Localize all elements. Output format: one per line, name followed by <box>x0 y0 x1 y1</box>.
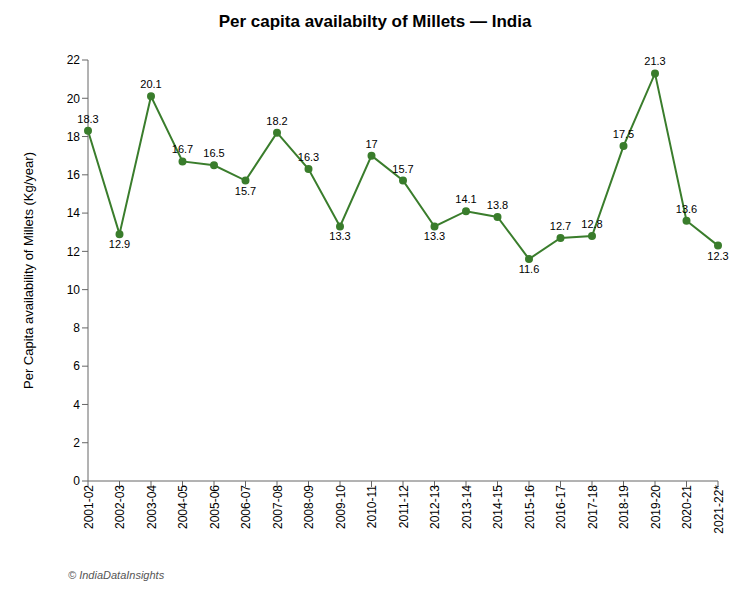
svg-text:2009-10: 2009-10 <box>334 485 348 529</box>
svg-text:16.3: 16.3 <box>298 151 319 163</box>
svg-text:2016-17: 2016-17 <box>554 485 568 529</box>
svg-text:13.8: 13.8 <box>487 199 508 211</box>
svg-text:13.6: 13.6 <box>676 203 697 215</box>
svg-text:2001-02: 2001-02 <box>82 485 96 529</box>
svg-text:2002-03: 2002-03 <box>113 485 127 529</box>
svg-text:17.5: 17.5 <box>613 128 634 140</box>
svg-text:2004-05: 2004-05 <box>176 485 190 529</box>
svg-text:15.7: 15.7 <box>235 185 256 197</box>
svg-text:12.7: 12.7 <box>550 220 571 232</box>
svg-text:2005-06: 2005-06 <box>208 485 222 529</box>
svg-text:20: 20 <box>67 92 81 106</box>
svg-text:21.3: 21.3 <box>644 55 665 67</box>
svg-text:2019-20: 2019-20 <box>649 485 663 529</box>
svg-text:0: 0 <box>73 474 80 488</box>
svg-text:11.6: 11.6 <box>519 263 540 275</box>
svg-text:2012-13: 2012-13 <box>428 485 442 529</box>
svg-text:15.7: 15.7 <box>392 163 413 175</box>
svg-text:2007-08: 2007-08 <box>271 485 285 529</box>
svg-text:6: 6 <box>73 359 80 373</box>
svg-text:8: 8 <box>73 321 80 335</box>
svg-text:13.3: 13.3 <box>424 230 445 242</box>
svg-text:2017-18: 2017-18 <box>586 485 600 529</box>
svg-text:2013-14: 2013-14 <box>460 485 474 529</box>
svg-text:2018-19: 2018-19 <box>617 485 631 529</box>
svg-text:2003-04: 2003-04 <box>145 485 159 529</box>
svg-text:14.1: 14.1 <box>455 193 476 205</box>
svg-text:16.5: 16.5 <box>203 147 224 159</box>
svg-text:12.8: 12.8 <box>581 218 602 230</box>
svg-text:2021-22*: 2021-22* <box>712 485 726 534</box>
svg-text:18.3: 18.3 <box>77 113 98 125</box>
svg-text:20.1: 20.1 <box>140 78 161 90</box>
svg-text:2011-12: 2011-12 <box>397 485 411 528</box>
svg-text:2010-11: 2010-11 <box>365 485 379 528</box>
html-text:© IndiaDataInsights: © IndiaDataInsights <box>68 569 165 581</box>
svg-text:17: 17 <box>365 138 377 150</box>
svg-text:12.3: 12.3 <box>707 250 728 262</box>
svg-text:2008-09: 2008-09 <box>302 485 316 529</box>
svg-text:10: 10 <box>67 283 81 297</box>
svg-text:18.2: 18.2 <box>266 115 287 127</box>
svg-text:22: 22 <box>67 53 81 67</box>
svg-text:16.7: 16.7 <box>172 143 193 155</box>
svg-text:12: 12 <box>67 245 81 259</box>
svg-text:14: 14 <box>67 206 81 220</box>
svg-text:2014-15: 2014-15 <box>491 485 505 529</box>
svg-text:Per Capita availability of Mil: Per Capita availability of Millets (Kg/y… <box>21 152 36 389</box>
svg-text:2: 2 <box>73 436 80 450</box>
svg-text:12.9: 12.9 <box>109 238 130 250</box>
svg-text:18: 18 <box>67 130 81 144</box>
svg-text:2020-21: 2020-21 <box>680 485 694 529</box>
svg-text:2006-07: 2006-07 <box>239 485 253 529</box>
svg-text:4: 4 <box>73 398 80 412</box>
svg-text:16: 16 <box>67 168 81 182</box>
svg-text:13.3: 13.3 <box>329 230 350 242</box>
html-text:Per capita availabilty of Mill: Per capita availabilty of Millets — Indi… <box>218 12 532 31</box>
svg-text:2015-16: 2015-16 <box>523 485 537 529</box>
